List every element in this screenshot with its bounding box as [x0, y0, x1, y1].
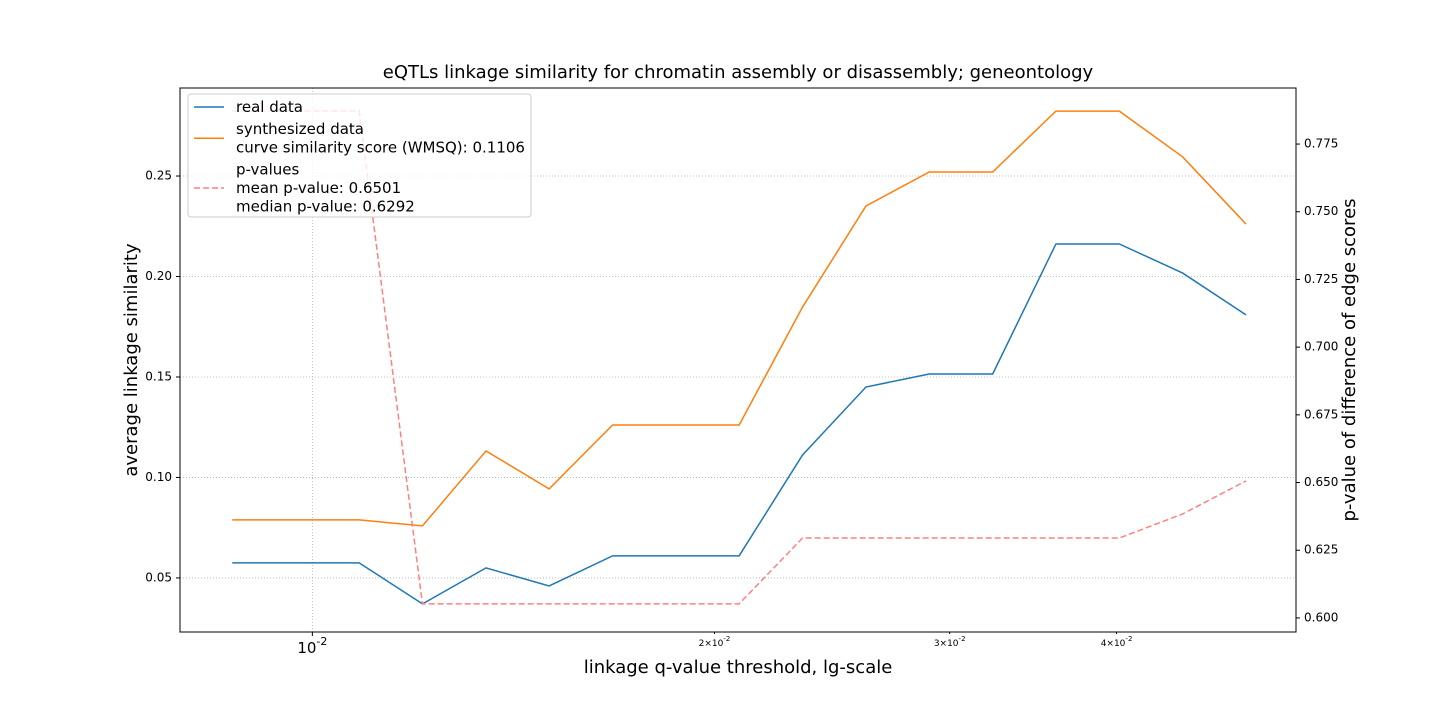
legend: real data synthesized data curve similarit… [187, 93, 532, 218]
x-tick-label: 4×10-2 [1101, 635, 1133, 649]
y2-tick-label: 0.675 [1304, 407, 1338, 421]
y-tick-label: 0.15 [145, 369, 172, 383]
plot-frame [179, 87, 1297, 633]
x-tick-label: 3×10-2 [934, 635, 966, 649]
y-tick-label: 0.25 [145, 169, 172, 183]
chart-title: eQTLs linkage similarity for chromatin a… [383, 62, 1094, 83]
series-line [232, 110, 1247, 527]
series-line [232, 110, 1247, 605]
x-tick-label: 10-2 [297, 635, 327, 657]
y-tick-label: 0.20 [145, 269, 172, 283]
y-tick-label: 0.05 [145, 570, 172, 584]
y2-tick-label: 0.650 [1304, 475, 1338, 489]
y-tick-label: 0.10 [145, 470, 172, 484]
y2-tick-label: 0.725 [1304, 272, 1338, 286]
y-axis-label: average linkage similarity [121, 243, 142, 477]
legend-label: p-values mean p-value: 0.6501 median p-val… [236, 160, 415, 215]
legend-box [187, 93, 532, 218]
x-axis-label: linkage q-value threshold, lg-scale [584, 657, 893, 678]
legend-label: real data [236, 98, 303, 116]
y2-axis-label: p-value of difference of edge scores [1339, 198, 1360, 521]
x-tick-label: 2×10-2 [699, 635, 731, 649]
y2-tick-label: 0.775 [1304, 137, 1338, 151]
legend-label: synthesized data curve similarity score (… [236, 120, 525, 157]
y2-tick-label: 0.600 [1304, 610, 1338, 624]
series-line [232, 243, 1247, 605]
y2-tick-label: 0.750 [1304, 204, 1338, 218]
y2-tick-label: 0.700 [1304, 340, 1338, 354]
y2-tick-label: 0.625 [1304, 543, 1338, 557]
